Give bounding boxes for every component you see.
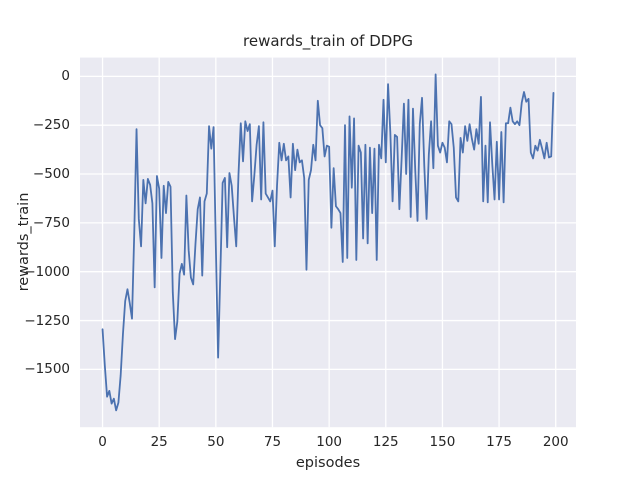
x-tick-label: 25 [150, 434, 168, 450]
x-tick-label: 125 [372, 434, 399, 450]
y-tick-label: −1250 [24, 312, 70, 329]
y-tick-label: −750 [32, 214, 70, 231]
y-tick-label: 0 [61, 68, 70, 85]
x-tick-label: 50 [207, 434, 225, 450]
y-tick-label: −1500 [24, 361, 70, 378]
x-tick-label: 75 [263, 434, 282, 450]
x-tick-label: 0 [98, 434, 107, 450]
y-tick-label: −500 [32, 166, 70, 183]
x-tick-label: 175 [486, 434, 512, 450]
x-tick-label: 200 [542, 434, 569, 450]
x-tick-label: 150 [429, 434, 456, 450]
x-tick-label: 100 [316, 434, 343, 450]
axes-background [80, 57, 576, 428]
chart-title: rewards_train of DDPG [243, 32, 413, 50]
y-tick-label: −250 [32, 117, 70, 134]
y-tick-label: −1000 [24, 263, 70, 280]
series-line [101, 73, 555, 412]
x-axis-label: episodes [295, 455, 361, 471]
